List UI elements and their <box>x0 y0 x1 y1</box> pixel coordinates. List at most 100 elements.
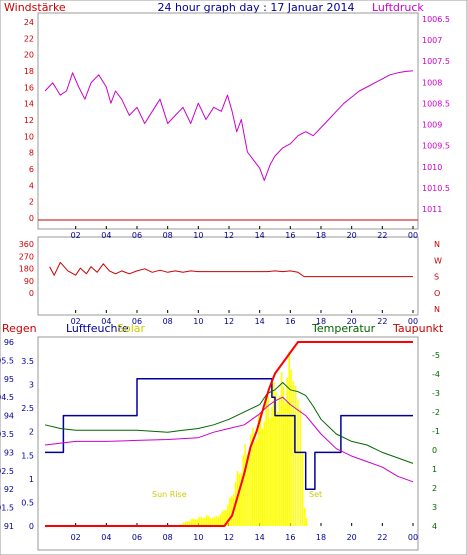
hour-tick-label: 20 <box>347 533 357 542</box>
temperatur-tick-label: -1 <box>432 427 440 436</box>
panel2-frame <box>37 236 419 316</box>
solar-bar <box>276 411 279 526</box>
luftdruck-tick-label: 1007 <box>422 36 442 45</box>
temperatur-tick-label: 0 <box>432 446 437 455</box>
hour-tick-label: 22 <box>377 317 387 326</box>
luftfeuchte-tick-label: 95.5 <box>0 356 14 365</box>
temperatur-tick-label: 1 <box>432 465 437 474</box>
solar-bar <box>259 411 262 526</box>
solar-bar <box>288 351 290 526</box>
windstaerke-label: Windstärke <box>4 1 66 14</box>
panel3-frame <box>37 336 419 551</box>
solar-bar <box>248 454 250 526</box>
solar-bar <box>294 386 297 526</box>
hour-tick-label: 20 <box>347 317 357 326</box>
hour-tick-label: 12 <box>224 317 234 326</box>
solar-bar <box>181 523 183 526</box>
solar-bar <box>286 377 289 526</box>
solar-bar <box>196 519 198 526</box>
solar-bar <box>292 381 295 526</box>
temperatur-tick-label: -2 <box>432 408 440 417</box>
windrichtung-tick-label: 360 <box>19 240 34 249</box>
temperatur-tick-label: 2 <box>432 484 437 493</box>
solar-bar <box>192 518 195 526</box>
hour-tick-label: 16 <box>285 231 295 240</box>
solar-bar <box>206 515 208 526</box>
temperatur-tick-label: -5 <box>432 351 440 360</box>
luftdruck-line <box>44 70 414 181</box>
solar-bar <box>240 473 243 526</box>
chart-title: 24 hour graph day : 17 Januar 2014 <box>158 1 355 14</box>
hour-tick-label: 04 <box>101 317 111 326</box>
hour-tick-label: 22 <box>377 231 387 240</box>
hour-tick-label: 06 <box>132 317 142 326</box>
solar-bar <box>246 454 248 526</box>
solar-bar <box>213 516 216 526</box>
hour-tick-label: 02 <box>71 317 81 326</box>
luftfeuchte-tick-label: 93 <box>4 448 14 457</box>
windstaerke-tick-label: 22 <box>24 34 34 43</box>
solar-bar <box>263 421 266 526</box>
hour-tick-label: 00 <box>408 533 418 542</box>
solar-bar <box>211 517 214 526</box>
regen-tick-label: 1.5 <box>21 451 34 460</box>
regen-tick-label: 1 <box>29 475 34 484</box>
luftdruck-tick-label: 1008.5 <box>422 99 450 108</box>
solar-bar <box>257 414 260 526</box>
solar-bar <box>280 372 283 526</box>
solar-bar <box>267 396 269 526</box>
hour-tick-label: 14 <box>255 231 265 240</box>
solar-bar <box>219 514 221 526</box>
regen-tick-label: 0.5 <box>21 498 34 507</box>
luftdruck-tick-label: 1010.5 <box>422 184 450 193</box>
temperatur-label: Temperatur <box>311 322 376 335</box>
hour-tick-label: 08 <box>163 533 173 542</box>
luftdruck-tick-label: 1010 <box>422 163 442 172</box>
luftfeuchte-tick-label: 91.5 <box>0 504 14 513</box>
solar-bar <box>217 516 220 526</box>
solar-bar <box>215 516 218 526</box>
hour-tick-label: 02 <box>71 533 81 542</box>
solar-bars <box>177 351 308 526</box>
solar-bar <box>278 396 281 526</box>
hour-tick-label: 16 <box>285 533 295 542</box>
hour-tick-label: 14 <box>255 317 265 326</box>
luftfeuchte-tick-label: 96 <box>4 338 14 347</box>
solar-bar <box>265 394 267 526</box>
luftdruck-tick-label: 1007.5 <box>422 57 450 66</box>
windstaerke-tick-label: 10 <box>24 132 34 141</box>
regen-tick-label: 3 <box>29 381 34 390</box>
hour-tick-label: 12 <box>224 231 234 240</box>
panel1-frame <box>37 12 419 230</box>
solar-bar <box>186 521 189 526</box>
solar-bar <box>230 496 233 526</box>
hour-tick-label: 02 <box>71 231 81 240</box>
hour-tick-label: 00 <box>408 231 418 240</box>
windstaerke-tick-label: 20 <box>24 51 34 60</box>
luftfeuchte-tick-label: 92 <box>4 485 14 494</box>
sunset-label: Set <box>309 490 322 499</box>
hour-tick-label: 18 <box>316 231 326 240</box>
solar-bar <box>290 369 292 526</box>
luftdruck-tick-label: 1011 <box>422 205 442 214</box>
hour-tick-label: 06 <box>132 533 142 542</box>
solar-bar <box>252 427 254 526</box>
solar-bar <box>297 400 299 526</box>
solar-bar <box>275 391 277 526</box>
windstaerke-tick-label: 0 <box>29 214 34 223</box>
compass-tick-label: W <box>434 256 442 265</box>
luftdruck-label: Luftdruck <box>372 1 424 14</box>
hour-tick-label: 18 <box>316 317 326 326</box>
regen-label: Regen <box>2 322 37 335</box>
compass-tick-label: N <box>434 305 440 314</box>
luftfeuchte-tick-label: 95 <box>4 375 14 384</box>
solar-bar <box>250 434 252 526</box>
hour-tick-label: 00 <box>408 317 418 326</box>
solar-bar <box>282 386 285 526</box>
windstaerke-tick-label: 4 <box>29 181 34 190</box>
temperatur-tick-label: 3 <box>432 503 437 512</box>
series-lines <box>38 70 418 527</box>
solar-bar <box>183 522 185 526</box>
